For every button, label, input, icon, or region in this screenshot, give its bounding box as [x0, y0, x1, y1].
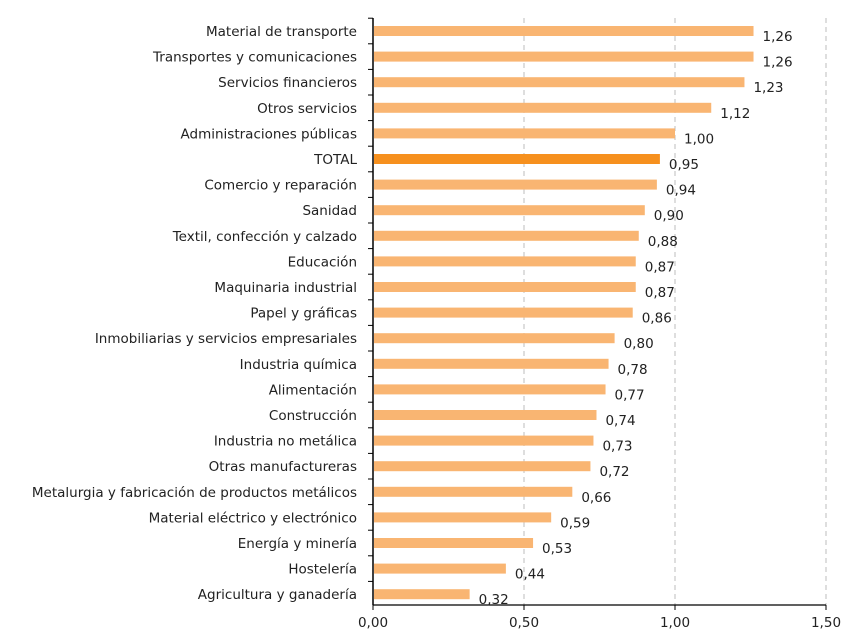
labels: Material de transporte 1,26 Transportes y … — [32, 24, 841, 631]
value-label: 1,00 — [684, 131, 714, 147]
category-label: Energía y minería — [238, 536, 357, 552]
bar — [374, 307, 633, 318]
category-label: Maquinaria industrial — [214, 280, 357, 296]
value-label: 0,77 — [615, 387, 645, 403]
category-label: Inmobiliarias y servicios empresariales — [95, 331, 357, 347]
value-label: 0,72 — [599, 464, 629, 480]
category-label: Material de transporte — [206, 24, 357, 40]
category-label: Textil, confección y calzado — [172, 229, 357, 245]
category-label: Construcción — [269, 408, 357, 424]
value-label: 0,44 — [515, 567, 545, 583]
category-label: Transportes y comunicaciones — [152, 50, 357, 66]
value-label: 0,86 — [642, 311, 672, 327]
category-label: Industria no metálica — [214, 434, 357, 450]
bars — [374, 26, 754, 600]
bar — [374, 282, 636, 292]
category-label: Otros servicios — [257, 101, 357, 117]
category-label: Educación — [288, 254, 357, 270]
value-label: 0,94 — [666, 183, 696, 199]
category-label: Metalurgia y fabricación de productos me… — [32, 485, 357, 501]
value-label: 0,95 — [669, 157, 699, 173]
bar — [374, 461, 591, 472]
category-label: Servicios financieros — [218, 75, 357, 91]
bar — [374, 563, 506, 574]
value-label: 0,87 — [645, 259, 675, 275]
x-tick-label: 1,00 — [660, 615, 690, 631]
value-label: 1,26 — [763, 55, 793, 71]
category-label: Industria química — [240, 357, 357, 373]
value-label: 0,66 — [581, 490, 611, 506]
bar — [374, 333, 615, 344]
value-label: 0,73 — [602, 439, 632, 455]
bar — [374, 435, 594, 446]
value-label: 0,90 — [654, 208, 684, 224]
category-label: Agricultura y ganadería — [198, 587, 357, 603]
x-tick-label: 1,50 — [811, 615, 841, 631]
bar — [374, 51, 754, 62]
value-label: 0,78 — [618, 362, 648, 378]
value-label: 0,88 — [648, 234, 678, 250]
bar — [374, 102, 712, 113]
bar — [374, 230, 639, 241]
category-label: Hostelería — [288, 562, 357, 578]
category-label: Papel y gráficas — [250, 306, 357, 322]
bar — [374, 410, 597, 420]
value-label: 0,80 — [624, 336, 654, 352]
value-label: 1,23 — [753, 80, 783, 96]
value-label: 0,87 — [645, 285, 675, 301]
category-label: Material eléctrico y electrónico — [149, 510, 357, 526]
x-tick-label: 0,00 — [358, 615, 388, 631]
value-label: 0,74 — [605, 413, 635, 429]
value-label: 0,59 — [560, 515, 590, 531]
value-label: 1,26 — [763, 29, 793, 45]
category-label: Sanidad — [302, 203, 357, 219]
bar — [374, 256, 636, 267]
value-label: 0,53 — [542, 541, 572, 557]
bar — [374, 179, 657, 190]
category-label: Administraciones públicas — [181, 126, 357, 142]
bar — [374, 358, 609, 369]
x-tick-label: 0,50 — [509, 615, 539, 631]
bar — [374, 154, 660, 164]
category-label: Comercio y reparación — [204, 178, 357, 194]
bar — [374, 128, 675, 139]
bar — [374, 205, 645, 216]
bar — [374, 486, 573, 497]
bar — [374, 538, 534, 548]
gridlines — [523, 18, 827, 605]
bar — [374, 26, 754, 36]
category-label: Alimentación — [269, 382, 357, 398]
value-label: 0,32 — [479, 592, 509, 608]
bar — [374, 512, 552, 523]
value-label: 1,12 — [720, 106, 750, 122]
bar — [374, 77, 745, 88]
axes — [368, 17, 827, 610]
category-label: TOTAL — [313, 152, 357, 168]
bar — [374, 589, 470, 600]
bar — [374, 384, 606, 395]
category-label: Otras manufactureras — [209, 459, 357, 475]
